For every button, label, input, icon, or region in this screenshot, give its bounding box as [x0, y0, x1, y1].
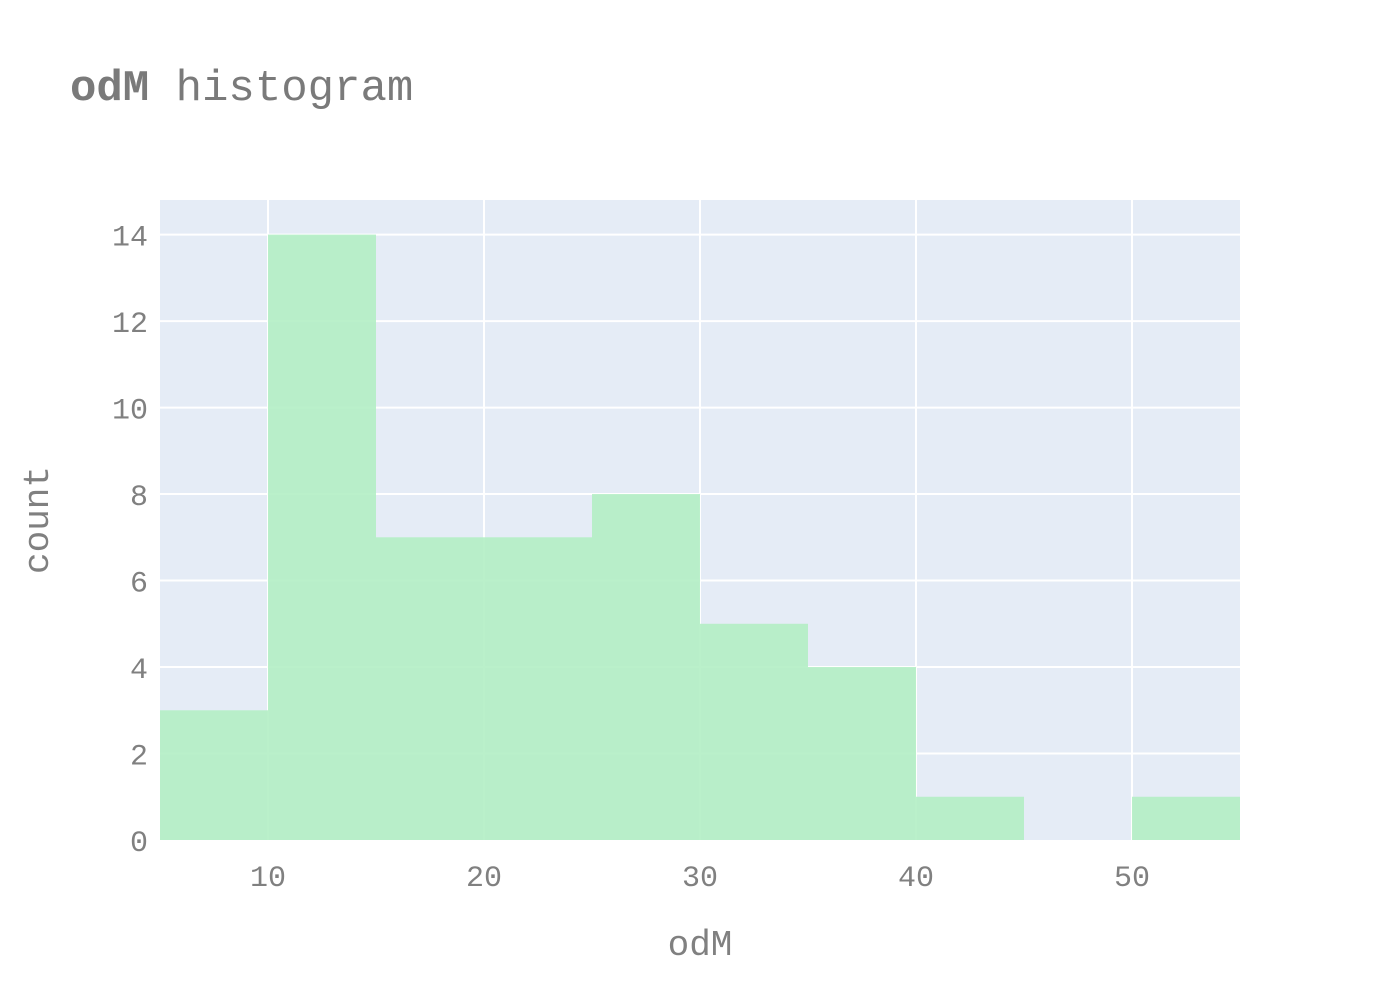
histogram-bar [592, 494, 700, 840]
y-axis-ticks: 0 2 4 6 8 10 12 14 [112, 222, 148, 861]
x-axis-title: odM [668, 925, 733, 966]
y-tick-label: 8 [130, 481, 148, 515]
histogram-bar [916, 796, 1024, 840]
x-tick-label: 20 [466, 862, 502, 896]
y-tick-label: 14 [112, 222, 148, 256]
histogram-bar [160, 710, 268, 840]
histogram-bar [700, 623, 808, 840]
y-tick-label: 4 [130, 654, 148, 688]
x-tick-label: 10 [250, 862, 286, 896]
x-tick-label: 50 [1114, 862, 1150, 896]
histogram-bar [268, 234, 376, 840]
x-axis-ticks: 10 20 30 40 50 [250, 862, 1150, 896]
histogram-bar [484, 537, 592, 840]
y-tick-label: 6 [130, 568, 148, 602]
y-tick-label: 2 [130, 741, 148, 775]
y-axis-title: count [18, 466, 59, 574]
chart-title-bold: odM [70, 64, 149, 114]
histogram-bar [376, 537, 484, 840]
histogram-bar [1132, 796, 1240, 840]
y-tick-label: 0 [130, 827, 148, 861]
x-tick-label: 40 [898, 862, 934, 896]
y-tick-label: 12 [112, 308, 148, 342]
x-tick-label: 30 [682, 862, 718, 896]
chart-title-rest: histogram [149, 64, 413, 114]
y-tick-label: 10 [112, 395, 148, 429]
histogram-bars [160, 234, 1240, 840]
histogram-bar [808, 667, 916, 840]
chart-title: odM histogram [70, 64, 413, 114]
